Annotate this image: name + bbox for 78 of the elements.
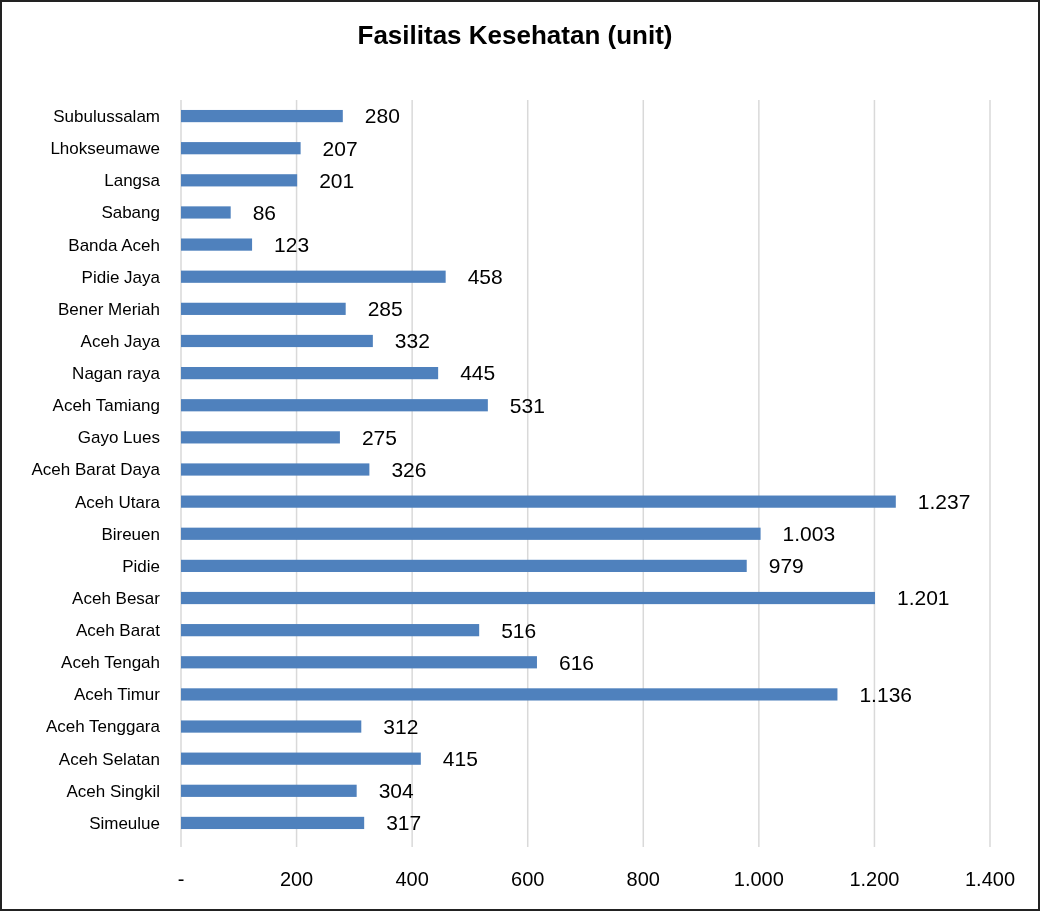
bar <box>181 816 365 830</box>
bar <box>181 142 301 155</box>
bar <box>181 656 537 669</box>
data-label: 979 <box>768 554 804 578</box>
x-tick-label: 1.400 <box>964 868 1016 890</box>
bar <box>181 431 340 444</box>
y-tick-label: Aceh Timur <box>74 685 161 705</box>
y-tick-label: Aceh Tengah <box>61 653 160 673</box>
bar <box>181 527 761 540</box>
data-label: 516 <box>501 618 537 642</box>
y-tick-label: Pidie Jaya <box>81 267 161 287</box>
bar <box>181 688 838 701</box>
y-tick-label: Banda Aceh <box>68 235 160 255</box>
bar <box>181 752 421 765</box>
y-tick-label: Sabang <box>101 203 160 223</box>
bar <box>181 495 896 508</box>
data-label: 445 <box>460 361 496 385</box>
y-tick-label: Aceh Besar <box>72 588 161 608</box>
data-label: 415 <box>442 747 478 771</box>
y-tick-label: Aceh Tenggara <box>45 717 161 737</box>
bar <box>181 399 488 412</box>
data-label: 332 <box>394 329 430 353</box>
data-label: 1.237 <box>917 489 971 513</box>
y-tick-label: Pidie <box>122 556 160 576</box>
y-tick-label: Aceh Singkil <box>66 781 160 801</box>
x-tick-label: 1.200 <box>849 868 900 890</box>
data-label: 1.201 <box>897 586 950 610</box>
data-label: 275 <box>361 425 397 449</box>
bar <box>181 624 480 637</box>
y-tick-label: Aceh Barat <box>75 621 161 641</box>
y-tick-label: Lhokseumawe <box>50 139 160 159</box>
y-tick-label: Gayo Lues <box>77 428 160 448</box>
x-tick-label: - <box>177 868 185 890</box>
data-label: 123 <box>274 232 310 256</box>
data-label: 1.136 <box>859 682 913 706</box>
y-tick-label: Aceh Barat Daya <box>31 460 161 480</box>
data-label: 1.003 <box>782 522 836 546</box>
bar <box>181 206 231 219</box>
y-tick-label: Langsa <box>104 171 161 191</box>
bar <box>181 238 253 251</box>
x-tick-label: 600 <box>511 868 545 890</box>
data-label: 304 <box>378 779 415 803</box>
data-label: 616 <box>558 650 595 674</box>
bar <box>181 270 446 283</box>
data-label: 458 <box>467 265 503 289</box>
y-tick-label: Subulussalam <box>53 107 160 127</box>
y-tick-label: Aceh Utara <box>74 492 161 512</box>
y-tick-label: Simeulue <box>89 813 160 833</box>
y-tick-label: Bireuen <box>101 524 160 544</box>
y-tick-label: Nagan raya <box>72 364 161 384</box>
y-tick-label: Bener Meriah <box>57 299 160 319</box>
data-label: 201 <box>319 168 355 192</box>
bar <box>181 334 373 348</box>
bar <box>181 302 346 315</box>
x-tick-label: 1.000 <box>733 868 784 890</box>
data-label: 207 <box>322 136 358 160</box>
bar <box>181 463 370 476</box>
bar <box>181 720 362 733</box>
bar <box>181 591 876 605</box>
x-tick-label: 800 <box>626 868 660 890</box>
bar <box>181 109 343 123</box>
data-label: 285 <box>367 297 403 321</box>
data-label: 280 <box>364 104 400 128</box>
bar <box>181 559 747 572</box>
bar <box>181 784 357 797</box>
data-label: 312 <box>383 714 419 738</box>
y-tick-label: Aceh Tamiang <box>52 396 160 416</box>
x-tick-label: 200 <box>279 868 314 890</box>
data-label: 326 <box>391 457 427 481</box>
x-tick-label: 400 <box>395 868 429 890</box>
y-tick-label: Aceh Selatan <box>58 749 160 769</box>
chart-title: Fasilitas Kesehatan (unit) <box>357 20 673 50</box>
data-label: 86 <box>252 200 277 224</box>
y-tick-label: Aceh Jaya <box>80 331 161 351</box>
data-label: 317 <box>386 811 422 835</box>
bar <box>181 174 298 187</box>
bar <box>181 367 439 380</box>
data-label: 531 <box>509 393 545 417</box>
